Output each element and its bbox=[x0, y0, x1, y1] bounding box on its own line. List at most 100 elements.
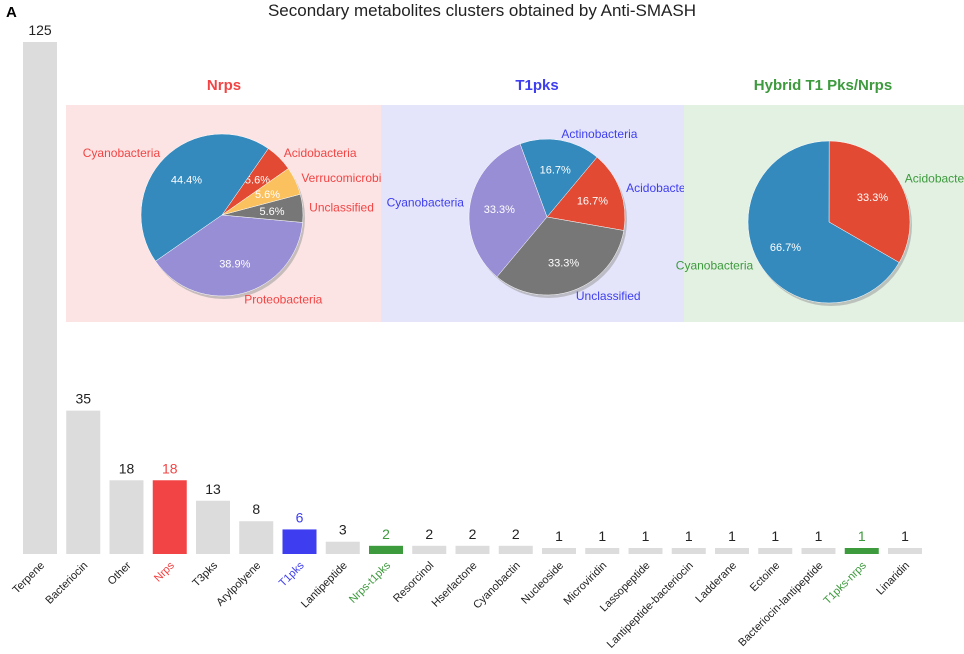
pie-label-nrps-unclassified: Unclassified bbox=[309, 201, 374, 215]
bar-ectoine bbox=[758, 548, 793, 554]
bar-value-ectoine: 1 bbox=[771, 528, 779, 544]
pie-pct-nrps-cyanobacteria: 44.4% bbox=[171, 174, 202, 186]
x-tick-label-other: Other bbox=[106, 559, 134, 587]
x-tick-label-nrps-t1pks: Nrps-t1pks bbox=[347, 559, 393, 605]
pie-label-nrps-verrucomicrobia: Verrucomicrobia bbox=[301, 171, 388, 185]
chart-title: Secondary metabolites clusters obtained … bbox=[267, 1, 697, 20]
x-tick-label-bacteriocin: Bacteriocin bbox=[43, 560, 90, 607]
pie-pct-t1pks-cyanobacteria: 33.3% bbox=[484, 204, 515, 216]
pie-label-hybrid-t1-pks-nrps-cyanobacteria: Cyanobacteria bbox=[676, 259, 754, 273]
pie-title-t1pks: T1pks bbox=[515, 77, 559, 94]
x-tick-label-ectoine: Ectoine bbox=[748, 560, 782, 594]
bar-lantipeptide-bacteriocin bbox=[671, 548, 706, 554]
bar-microviridin bbox=[585, 548, 620, 554]
bar-value-nrps: 18 bbox=[162, 460, 178, 476]
x-tick-label-linaridin: Linaridin bbox=[874, 560, 912, 598]
bar-bacteriocin bbox=[66, 410, 101, 554]
bar-value-t1pks: 6 bbox=[296, 509, 304, 525]
bar-value-hserlactone: 2 bbox=[469, 526, 477, 542]
pie-label-t1pks-acidobacteria: Acidobacteria bbox=[626, 181, 699, 195]
x-tick-label-ladderane: Ladderane bbox=[693, 560, 739, 606]
pie-pct-t1pks-acidobacteria: 16.7% bbox=[577, 195, 608, 207]
pie-slice-hybrid-t1-pks-nrps-acidobacteria bbox=[828, 140, 911, 263]
bar-arylpolyene bbox=[239, 521, 274, 554]
pie-slice-nrps-verrucomicrobia bbox=[221, 168, 301, 216]
bar-terpene bbox=[23, 42, 57, 554]
pie-label-nrps-cyanobacteria: Cyanobacteria bbox=[83, 146, 161, 160]
pie-slice-t1pks-cyanobacteria bbox=[468, 143, 548, 278]
x-tick-label-lantipeptide: Lantipeptide bbox=[299, 560, 350, 611]
pie-slice-t1pks-acidobacteria bbox=[546, 156, 626, 231]
bar-value-cyanobactin: 2 bbox=[512, 526, 520, 542]
bar-nucleoside bbox=[542, 548, 576, 554]
bar-hserlactone bbox=[455, 545, 490, 554]
x-tick-label-t1pks: T1pks bbox=[277, 559, 307, 589]
bar-value-bacteriocin-lantipeptide: 1 bbox=[815, 528, 823, 544]
bar-value-t1pks-nrps: 1 bbox=[858, 528, 866, 544]
bar-value-ladderane: 1 bbox=[728, 528, 736, 544]
bar-value-linaridin: 1 bbox=[901, 528, 909, 544]
x-tick-label-resorcinol: Resorcinol bbox=[391, 560, 436, 605]
bar-value-nucleoside: 1 bbox=[555, 528, 563, 544]
pie-pct-t1pks-actinobacteria: 16.7% bbox=[540, 164, 571, 176]
pie-group-nrps: 5.6% Acidobacteria 44.4% Cyanobacteria 38.9%… bbox=[66, 105, 388, 322]
x-tick-label-arylpolyene: Arylpolyene bbox=[214, 560, 263, 609]
x-tick-label-t3pks: T3pks bbox=[190, 559, 220, 589]
bar-t1pks bbox=[282, 529, 317, 554]
panel-a-label: A bbox=[6, 4, 17, 21]
bar-cyanobactin bbox=[498, 545, 533, 554]
bar-value-lantipeptide: 3 bbox=[339, 522, 347, 538]
x-tick-label-t1pks-nrps: T1pks-nrps bbox=[821, 559, 869, 607]
pie-label-nrps-acidobacteria: Acidobacteria bbox=[284, 146, 357, 160]
x-tick-label-bacteriocin-lantipeptide: Bacteriocin-lantipeptide bbox=[736, 560, 825, 649]
pie-pct-nrps-unclassified: 5.6% bbox=[260, 206, 285, 218]
pie-slice-nrps-cyanobacteria bbox=[140, 133, 269, 262]
pie-pct-hybrid-t1-pks-nrps-cyanobacteria: 66.7% bbox=[770, 242, 801, 254]
pie-label-t1pks-cyanobacteria: Cyanobacteria bbox=[387, 196, 465, 210]
bar-value-other: 18 bbox=[119, 460, 135, 476]
bar-value-arylpolyene: 8 bbox=[252, 501, 260, 517]
bar-lantipeptide bbox=[325, 541, 360, 554]
bar-value-lantipeptide-bacteriocin: 1 bbox=[685, 528, 693, 544]
pie-pct-nrps-verrucomicrobia: 5.6% bbox=[255, 189, 280, 201]
pie-title-nrps: Nrps bbox=[206, 77, 242, 94]
bar-value-lassopeptide: 1 bbox=[642, 528, 650, 544]
bar-lassopeptide bbox=[628, 548, 663, 554]
x-tick-label-cyanobactin: Cyanobactin bbox=[471, 560, 523, 612]
x-tick-label-nucleoside: Nucleoside bbox=[519, 560, 566, 607]
bar-value-bacteriocin: 35 bbox=[75, 391, 91, 407]
bar-ladderane bbox=[715, 548, 749, 554]
pie-group-t1pks: 16.7% Acidobacteria 16.7% Actinobacteria 33.… bbox=[381, 105, 699, 322]
pie-label-t1pks-actinobacteria: Actinobacteria bbox=[561, 127, 637, 141]
bar-resorcinol bbox=[412, 545, 447, 554]
bar-bacteriocin-lantipeptide bbox=[801, 548, 836, 554]
bar-value-terpene: 125 bbox=[28, 22, 52, 38]
bar-t1pks-nrps bbox=[844, 548, 879, 554]
bar-value-t3pks: 13 bbox=[205, 481, 221, 497]
pie-label-nrps-proteobacteria: Proteobacteria bbox=[244, 293, 322, 307]
bar-value-resorcinol: 2 bbox=[425, 526, 433, 542]
bar-value-nrps-t1pks: 2 bbox=[382, 526, 390, 542]
bar-value-microviridin: 1 bbox=[598, 528, 606, 544]
pie-label-t1pks-unclassified: Unclassified bbox=[576, 289, 641, 303]
bar-nrps bbox=[152, 480, 187, 554]
bar-nrps-t1pks bbox=[369, 545, 403, 554]
pie-slice-nrps-proteobacteria bbox=[155, 214, 303, 297]
pie-slice-t1pks-unclassified bbox=[496, 216, 625, 296]
x-tick-label-nrps: Nrps bbox=[152, 559, 177, 584]
bar-linaridin bbox=[888, 548, 922, 554]
x-tick-label-lantipeptide-bacteriocin: Lantipeptide-bacteriocin bbox=[605, 560, 696, 651]
pie-pct-hybrid-t1-pks-nrps-acidobacteria: 33.3% bbox=[857, 192, 888, 204]
pie-pct-nrps-proteobacteria: 38.9% bbox=[219, 259, 250, 271]
pie-pct-t1pks-unclassified: 33.3% bbox=[548, 257, 579, 269]
pie-pct-nrps-acidobacteria: 5.6% bbox=[245, 174, 270, 186]
pie-charts: 5.6% Acidobacteria 44.4% Cyanobacteria 38.9%… bbox=[66, 105, 964, 322]
pie-slice-hybrid-t1-pks-nrps-cyanobacteria bbox=[747, 140, 900, 304]
pie-title-hybrid: Hybrid T1 Pks/Nrps bbox=[753, 77, 893, 94]
pie-group-hybrid-t1-pks-nrps: 33.3% Acidobacteria 66.7% Cyanobacteria bbox=[676, 105, 964, 322]
pie-slice-t1pks-actinobacteria bbox=[519, 138, 598, 218]
bar-t3pks bbox=[196, 500, 230, 554]
bar-other bbox=[109, 480, 144, 554]
x-tick-label-terpene: Terpene bbox=[11, 560, 48, 597]
